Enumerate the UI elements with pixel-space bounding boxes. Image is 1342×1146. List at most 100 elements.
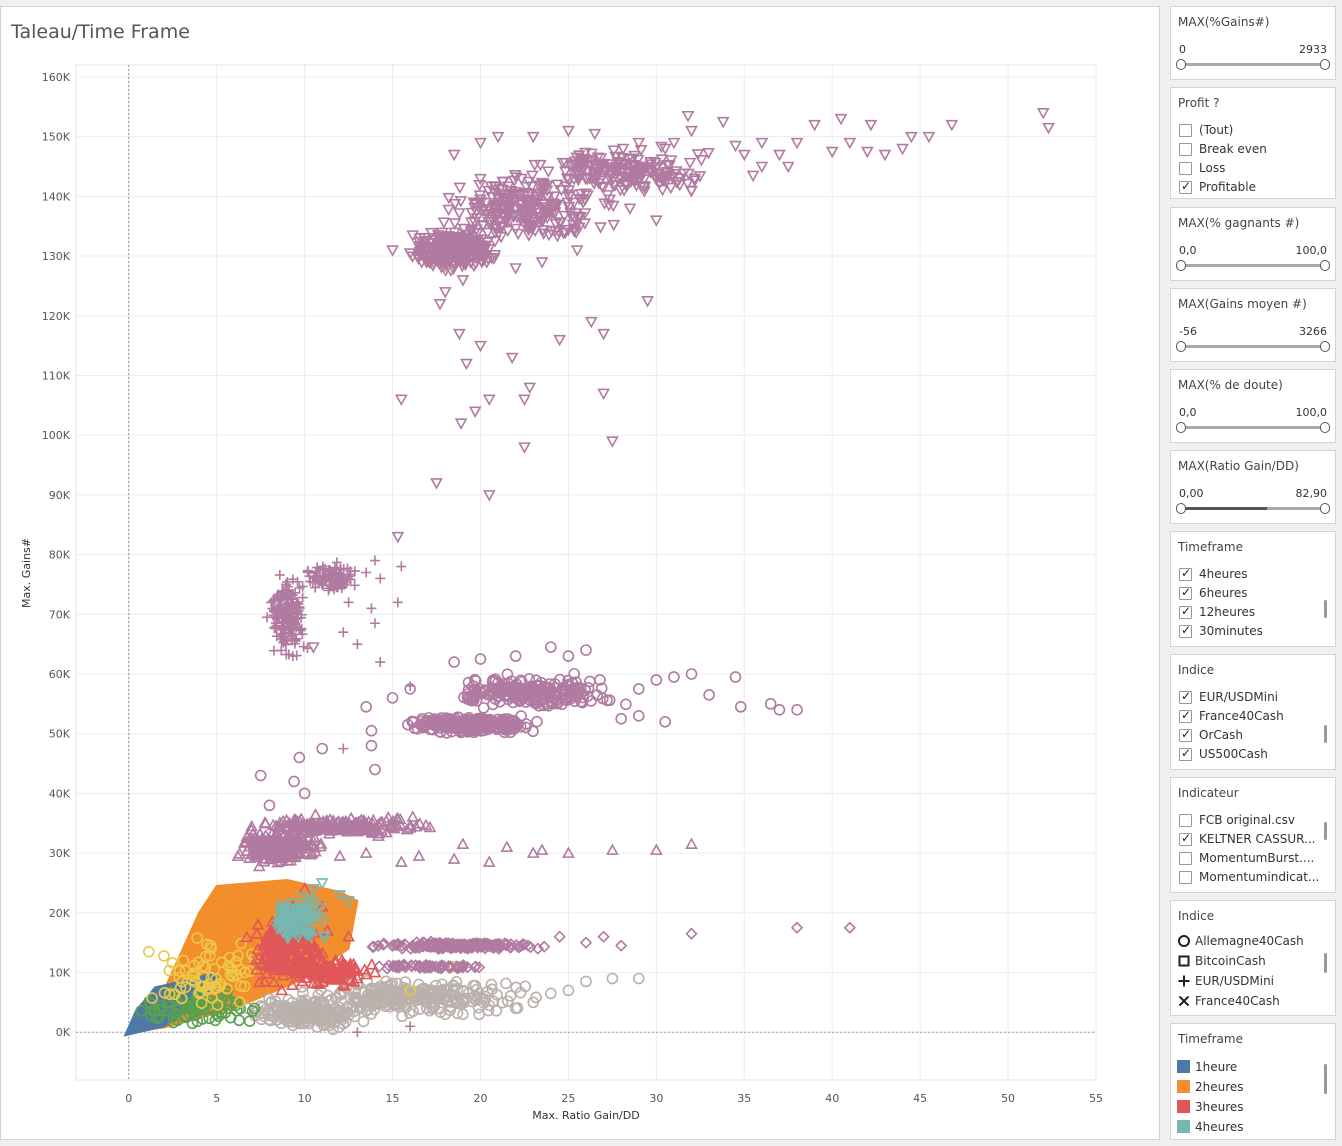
data-point (922, 131, 936, 144)
data-point (499, 217, 513, 229)
checkbox[interactable] (1179, 143, 1192, 156)
data-point (448, 656, 460, 668)
data-point (764, 698, 777, 710)
data-point (278, 951, 292, 964)
data-point (406, 810, 420, 822)
series-france40cash (231, 808, 698, 872)
checkbox-item[interactable]: 12heures (1171, 603, 1335, 622)
scrollbar[interactable] (1324, 1064, 1327, 1094)
checkbox-item[interactable]: 30minutes (1171, 622, 1335, 641)
checkbox-item[interactable]: 6heures (1171, 584, 1335, 603)
checkbox[interactable] (1179, 727, 1192, 742)
range-slider[interactable] (1176, 503, 1330, 514)
x-tick-label: 55 (1089, 1092, 1103, 1105)
checkbox[interactable] (1179, 708, 1192, 723)
checkbox-item[interactable]: OrCash (1171, 726, 1335, 745)
slider-handle-min[interactable] (1176, 341, 1186, 352)
checkbox[interactable] (1179, 566, 1192, 581)
checkbox-item[interactable]: 4heures (1171, 565, 1335, 584)
range-slider[interactable] (1176, 422, 1330, 433)
checkbox-item[interactable]: Break even (1171, 140, 1335, 159)
slider-handle-max[interactable] (1320, 341, 1330, 352)
data-point (808, 119, 821, 132)
checkbox[interactable] (1179, 831, 1192, 846)
data-point (293, 751, 306, 764)
data-point (637, 186, 651, 198)
checkbox-item[interactable]: Loss (1171, 159, 1335, 178)
legend-item[interactable]: 2heures (1171, 1077, 1335, 1097)
data-point (468, 686, 480, 698)
data-point (285, 978, 299, 991)
checkbox-item[interactable]: (Tout) (1171, 121, 1335, 140)
filter-card-ratio: MAX(Ratio Gain/DD) 0,00 82,90 (1170, 450, 1336, 524)
data-point (323, 960, 337, 972)
checkbox-label: MomentumBurst.... (1199, 851, 1315, 865)
checkbox-item[interactable]: FCB original.csv (1171, 811, 1335, 830)
checkbox[interactable] (1179, 852, 1192, 865)
legend-item[interactable]: 3heures (1171, 1097, 1335, 1117)
legend-item[interactable]: BitcoinCash (1171, 951, 1335, 971)
legend-item[interactable]: Allemagne40Cash (1171, 931, 1335, 951)
checkbox-item[interactable]: Momentumindicat... (1171, 868, 1335, 887)
data-point (279, 588, 290, 599)
slider-handle-min[interactable] (1176, 260, 1186, 271)
data-point (177, 954, 189, 967)
legend-item[interactable]: EUR/USDMini (1171, 971, 1335, 991)
slider-handle-max[interactable] (1320, 59, 1330, 70)
checkbox-item[interactable]: Profitable (1171, 178, 1335, 197)
scrollbar[interactable] (1324, 725, 1327, 743)
scrollbar[interactable] (1324, 822, 1327, 840)
scrollbar[interactable] (1324, 600, 1327, 618)
data-point (251, 942, 265, 955)
filter-title: MAX(Ratio Gain/DD) (1178, 459, 1299, 473)
data-point (208, 962, 221, 975)
checkbox[interactable] (1179, 871, 1192, 884)
data-point (269, 623, 280, 634)
range-slider[interactable] (1176, 59, 1330, 70)
data-point (405, 680, 416, 691)
legend-item[interactable]: 4heures (1171, 1117, 1335, 1137)
checkbox[interactable] (1179, 689, 1192, 704)
range-slider[interactable] (1176, 341, 1330, 352)
checkbox[interactable] (1179, 814, 1192, 827)
slider-handle-max[interactable] (1320, 260, 1330, 271)
checkbox[interactable] (1179, 124, 1192, 137)
checkbox[interactable] (1179, 623, 1192, 638)
data-point (597, 388, 610, 401)
data-point (344, 974, 358, 986)
checkbox[interactable] (1179, 746, 1192, 761)
data-point (250, 927, 264, 939)
checkbox-item[interactable]: France40Cash (1171, 707, 1335, 726)
checkbox-item[interactable]: KELTNER CASSUR... (1171, 830, 1335, 849)
data-point (259, 952, 272, 965)
data-point (572, 222, 586, 235)
checkbox[interactable] (1179, 585, 1192, 600)
checkbox[interactable] (1179, 604, 1192, 619)
data-point (314, 839, 327, 852)
scrollbar[interactable] (1324, 953, 1327, 973)
checkbox-item[interactable]: MomentumBurst.... (1171, 849, 1335, 868)
data-point (482, 185, 495, 198)
slider-handle-min[interactable] (1176, 59, 1186, 70)
data-point (469, 224, 483, 236)
legend-item[interactable]: 1heure (1171, 1057, 1335, 1077)
checkbox-item[interactable]: EUR/USDMini (1171, 688, 1335, 707)
checkbox-item[interactable]: US500Cash (1171, 745, 1335, 764)
slider-handle-max[interactable] (1320, 422, 1330, 433)
checkbox[interactable] (1179, 162, 1192, 175)
checkbox-label: 12heures (1199, 605, 1256, 619)
data-point (558, 227, 572, 240)
checkbox[interactable] (1179, 179, 1192, 194)
data-point (355, 1002, 368, 1014)
data-point (307, 884, 320, 896)
slider-handle-min[interactable] (1176, 422, 1186, 433)
legend-item[interactable]: France40Cash (1171, 991, 1335, 1011)
scatter-chart[interactable]: 0 5 10 15 20 25 30 35 40 45 50 55 0K 10K 20K 30K 40K 50K 6… (1, 7, 1161, 1141)
data-point (328, 819, 342, 832)
data-point (562, 125, 575, 138)
data-point (594, 222, 607, 234)
slider-handle-max[interactable] (1320, 503, 1330, 514)
range-slider[interactable] (1176, 260, 1330, 271)
slider-handle-min[interactable] (1176, 503, 1186, 514)
data-point (388, 991, 401, 1004)
